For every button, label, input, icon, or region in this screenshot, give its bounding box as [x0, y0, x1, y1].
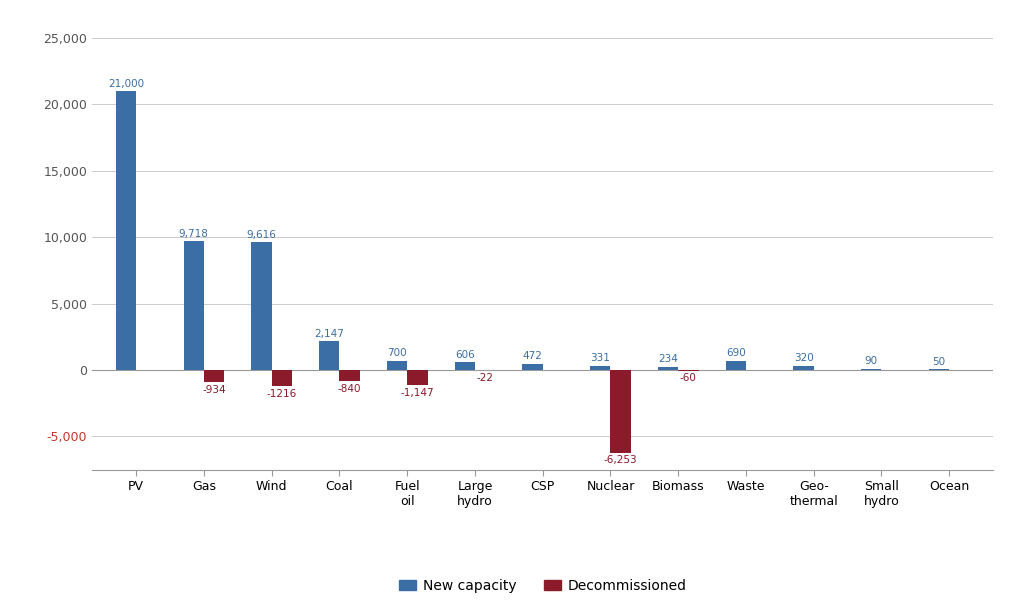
Bar: [522, 364, 543, 370]
Text: 21,000: 21,000: [108, 79, 144, 88]
Bar: [387, 361, 408, 370]
Text: -22: -22: [476, 373, 494, 383]
Text: 700: 700: [387, 349, 407, 358]
Text: -934: -934: [203, 385, 226, 395]
Text: 9,718: 9,718: [179, 229, 209, 238]
Bar: [319, 341, 340, 370]
Bar: [340, 370, 359, 381]
Bar: [204, 370, 224, 382]
Text: -1216: -1216: [266, 388, 297, 399]
Text: -1,147: -1,147: [400, 388, 434, 397]
Bar: [610, 370, 631, 453]
Bar: [251, 242, 271, 370]
Bar: [726, 361, 745, 370]
Text: 331: 331: [591, 353, 610, 363]
Legend: New capacity, Decommissioned: New capacity, Decommissioned: [393, 573, 692, 598]
Text: 320: 320: [794, 353, 813, 364]
Bar: [929, 369, 949, 370]
Bar: [794, 366, 814, 370]
Bar: [116, 91, 136, 370]
Text: -60: -60: [680, 373, 696, 383]
Text: 50: 50: [933, 357, 945, 367]
Bar: [657, 367, 678, 370]
Bar: [455, 362, 475, 370]
Bar: [678, 370, 698, 371]
Text: -840: -840: [338, 383, 361, 394]
Text: -6,253: -6,253: [604, 455, 638, 465]
Text: 690: 690: [726, 349, 745, 358]
Bar: [861, 369, 882, 370]
Text: 9,616: 9,616: [247, 230, 276, 240]
Bar: [590, 365, 610, 370]
Bar: [271, 370, 292, 386]
Text: 234: 234: [658, 355, 678, 364]
Text: 2,147: 2,147: [314, 329, 344, 339]
Bar: [183, 241, 204, 370]
Bar: [408, 370, 428, 385]
Text: 606: 606: [455, 350, 475, 359]
Text: 472: 472: [522, 352, 543, 361]
Text: 90: 90: [864, 356, 878, 367]
